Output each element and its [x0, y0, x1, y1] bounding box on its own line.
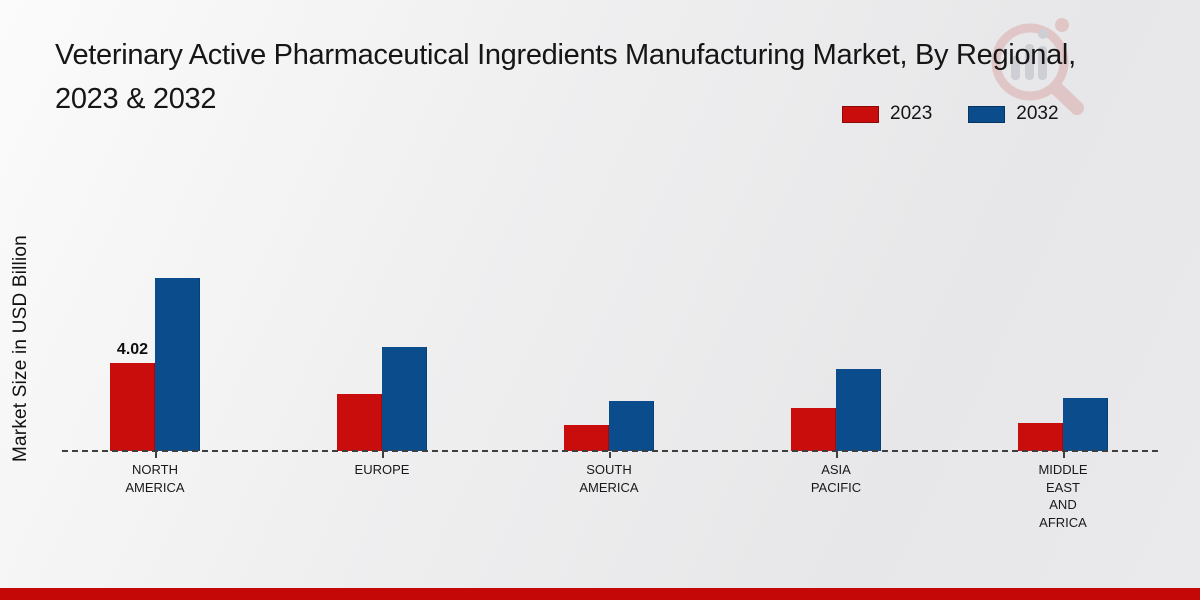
chart-title: Veterinary Active Pharmaceutical Ingredi… — [55, 39, 1076, 115]
x-tick-middle-east-and-africa — [1063, 452, 1065, 458]
x-tick-north-america — [155, 452, 157, 458]
bar-2023-europe — [337, 394, 382, 451]
x-category-label-asia-pacific: ASIA PACIFIC — [810, 462, 862, 495]
legend-swatch-2032 — [968, 105, 1006, 123]
y-axis-label: Market Size in USD Billion — [10, 235, 31, 462]
legend: 2023 2032 — [842, 103, 1059, 125]
x-tick-europe — [382, 452, 384, 458]
x-axis-baseline — [62, 450, 1158, 452]
footer-red-bar — [0, 588, 1200, 600]
legend-swatch-2023 — [842, 105, 879, 123]
bar-2023-north-america — [110, 363, 155, 451]
x-category-label-europe: EUROPE — [354, 462, 410, 477]
bar-2032-middle-east-and-africa — [1063, 398, 1108, 451]
legend-item-2032: 2032 — [968, 103, 1059, 125]
bar-2032-north-america — [155, 278, 200, 451]
legend-label-2032: 2032 — [1016, 103, 1059, 124]
bar-2032-europe — [382, 347, 427, 451]
x-category-label-north-america: NORTH AMERICA — [125, 462, 185, 495]
x-tick-south-america — [609, 452, 611, 458]
x-category-label-middle-east-and-africa: MIDDLE EAST AND AFRICA — [1038, 462, 1088, 530]
bar-2023-asia-pacific — [791, 408, 836, 451]
bar-value-label: 4.02 — [116, 341, 149, 358]
x-tick-asia-pacific — [836, 452, 838, 458]
x-category-label-south-america: SOUTH AMERICA — [579, 462, 639, 495]
legend-label-2023: 2023 — [890, 103, 933, 124]
bar-2023-south-america — [564, 425, 609, 451]
bar-2023-middle-east-and-africa — [1018, 423, 1063, 451]
bar-2032-asia-pacific — [836, 369, 881, 451]
bar-2032-south-america — [609, 401, 654, 451]
legend-item-2023: 2023 — [842, 103, 932, 125]
magnifier-bar-chart-logo-icon — [991, 18, 1084, 115]
